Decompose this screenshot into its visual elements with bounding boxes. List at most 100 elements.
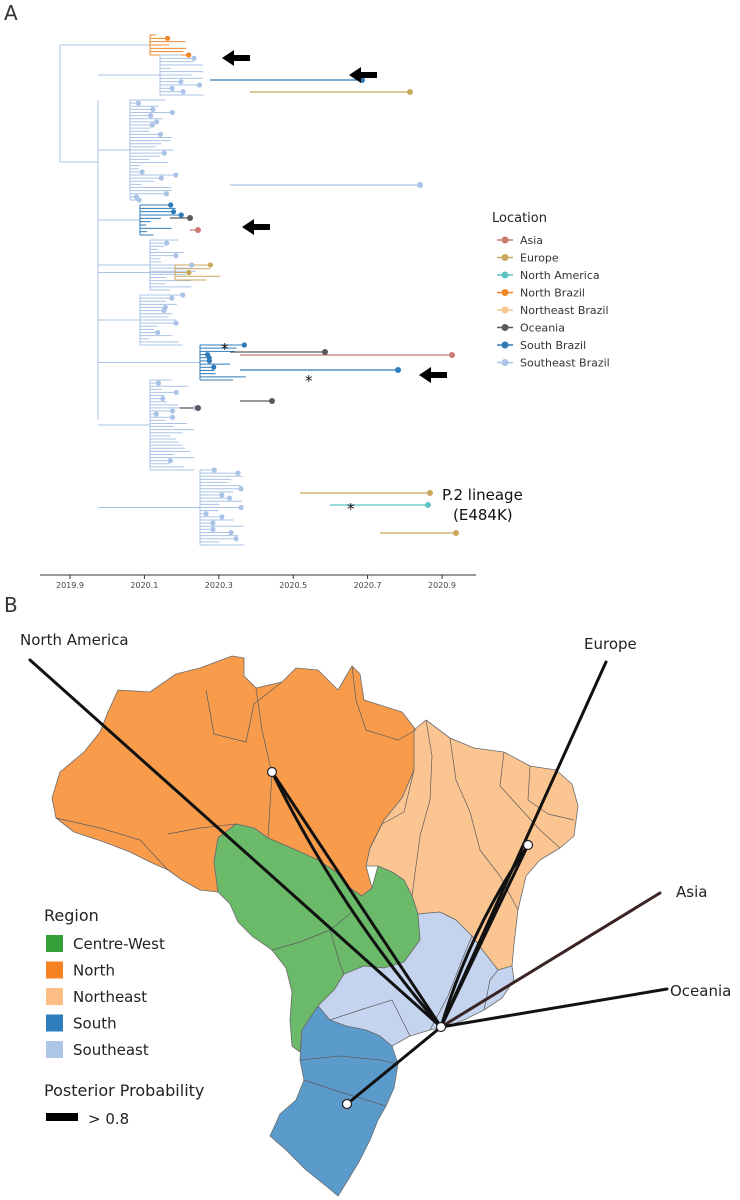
brazil-map: [51, 655, 579, 1197]
tip-node: [153, 411, 159, 417]
tip-node: [322, 349, 328, 355]
tip-node: [235, 470, 241, 476]
route-asia: [439, 891, 662, 1029]
p2-lineage-label: P.2 lineage: [442, 486, 523, 504]
tip-node: [178, 79, 184, 85]
legend-label: Oceania: [520, 322, 565, 335]
time-axis-ticks: 2019.9 2020.1 2020.3 2020.5 2020.7 2020.9: [56, 575, 456, 590]
tip-node: [210, 520, 216, 526]
tip-node: [169, 295, 175, 301]
axis-tick-label: 2020.3: [205, 581, 233, 590]
tip-node: [164, 35, 171, 41]
tip-node: [189, 262, 195, 268]
legend-label: North Brazil: [520, 287, 585, 300]
legend-label: Northeast Brazil: [520, 304, 609, 317]
tip-node: [186, 52, 192, 58]
label-oceania: Oceania: [670, 982, 731, 1000]
region-legend: Region Centre-West North Northeast South Sou…: [44, 906, 165, 1059]
axis-tick-label: 2019.9: [56, 581, 84, 590]
label-europe: Europe: [584, 635, 637, 653]
tip-node: [170, 209, 177, 215]
axis-tick-label: 2020.1: [130, 581, 158, 590]
posterior-line-swatch: [46, 1113, 78, 1121]
tip-node: [169, 85, 175, 91]
tip-node: [210, 526, 216, 532]
label-north-america: North America: [20, 631, 129, 649]
tip-node: [219, 514, 225, 520]
region-label: Centre-West: [73, 935, 165, 953]
region-south: [269, 1005, 399, 1197]
tip-node: [169, 408, 176, 414]
route-north-arc: [270, 770, 443, 1029]
tip-node: [135, 100, 141, 106]
tip-node: [168, 202, 174, 208]
legend-label: North America: [520, 269, 600, 282]
posterior-legend-title: Posterior Probability: [44, 1081, 204, 1100]
tip-node: [139, 169, 145, 175]
route-northeast-hub: [439, 843, 530, 1029]
tip-node: [161, 150, 167, 156]
tip-node: [211, 364, 217, 370]
tip-node: [180, 89, 186, 95]
axis-tick-label: 2020.5: [279, 581, 307, 590]
region-label: Southeast: [73, 1041, 149, 1059]
tip-node: [173, 389, 179, 396]
legend-dot: [501, 289, 509, 296]
region-label: North: [73, 962, 115, 980]
tip-node: [150, 106, 156, 112]
region-swatch: [46, 961, 63, 979]
tip-node: [211, 467, 217, 473]
asterisk-3: *: [347, 500, 355, 518]
tip-node: [169, 109, 175, 116]
tip-node: [187, 215, 193, 221]
tip-node: [191, 55, 197, 61]
panel-b-letter: B: [4, 593, 18, 617]
tip-node: [158, 175, 164, 181]
panel-a-letter: A: [4, 1, 18, 25]
tip-node: [238, 504, 244, 511]
legend-label: Asia: [520, 234, 543, 247]
legend-dot: [501, 324, 509, 331]
tip-node: [148, 113, 154, 119]
label-asia: Asia: [676, 883, 707, 901]
arrow-4: [419, 367, 447, 383]
legend-dot: [501, 306, 509, 314]
tip-node: [233, 536, 239, 542]
arrow-markers: [222, 50, 447, 383]
legend-dot: [501, 359, 509, 366]
route-north-america: [28, 658, 443, 1029]
legend-dot: [501, 271, 509, 279]
arrow-2: [349, 67, 377, 83]
state-borders: [55, 665, 575, 1107]
location-legend: Location Asia Europe North America North Br…: [492, 211, 610, 370]
location-legend-title: Location: [492, 211, 547, 226]
tip-node: [173, 253, 179, 259]
legend-dot: [501, 236, 509, 244]
tip-node: [449, 352, 455, 358]
legend-dot: [501, 254, 509, 261]
region-swatch: [46, 1041, 63, 1058]
region-swatch: [46, 935, 63, 952]
route-oceania: [439, 987, 669, 1029]
p2-mutation-label: (E484K): [453, 506, 513, 524]
node-south: [341, 1098, 353, 1110]
axis-tick-label: 2020.7: [354, 581, 382, 590]
route-south-hub: [345, 1025, 443, 1106]
legend-label: South Brazil: [520, 339, 586, 352]
region-label: Northeast: [73, 988, 147, 1006]
tip-node: [149, 122, 155, 128]
tip-node: [163, 191, 170, 197]
tip-node: [161, 308, 167, 314]
node-north: [266, 766, 278, 778]
axis-tick-label: 2020.9: [428, 581, 456, 590]
posterior-legend: Posterior Probability > 0.8: [44, 1081, 204, 1128]
asterisk-1: *: [221, 340, 229, 358]
legend-label: Europe: [520, 252, 559, 265]
tip-node: [186, 269, 192, 276]
tip-node: [207, 262, 213, 268]
tip-node: [178, 212, 184, 218]
tip-node: [269, 398, 275, 404]
node-southeast: [435, 1021, 447, 1033]
posterior-legend-label: > 0.8: [88, 1110, 129, 1128]
route-northeast-arc: [439, 843, 530, 1029]
